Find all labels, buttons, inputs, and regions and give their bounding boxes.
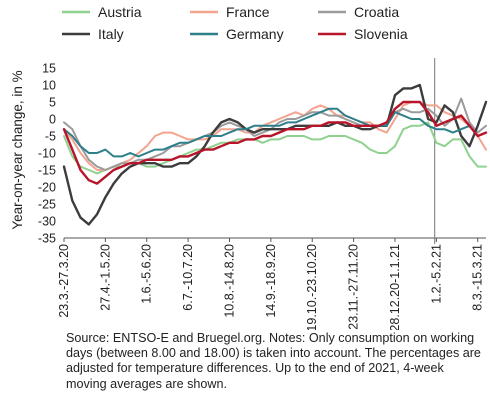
series-lines bbox=[62, 83, 488, 226]
legend-label-france: France bbox=[226, 4, 270, 20]
y-tick-label: -20 bbox=[38, 181, 56, 195]
series-line-italy bbox=[62, 83, 488, 226]
source-note: Source: ENTSO-E and Bruegel.org. Notes: … bbox=[66, 331, 481, 391]
series-line-slovenia bbox=[62, 100, 488, 185]
y-tick-label: 0 bbox=[49, 113, 56, 127]
x-tick-label: 14.9.-18.9.20 bbox=[264, 244, 278, 318]
legend-label-austria: Austria bbox=[98, 4, 142, 20]
x-tick-label: 1.6.-5.6.20 bbox=[140, 244, 154, 304]
x-tick-label: 8.3.-15.3.21 bbox=[471, 244, 485, 311]
y-axis: 15 10 5 0 -5 -10 -15 -20 -25 -30 -35 bbox=[38, 62, 56, 246]
y-tick-label: -15 bbox=[38, 164, 56, 178]
y-tick-label: -30 bbox=[38, 215, 56, 229]
x-tick-label: 28.12.20-1.1.21 bbox=[388, 244, 402, 330]
series-line-germany bbox=[63, 107, 487, 158]
series-line-france bbox=[63, 101, 487, 171]
x-axis: 23.3.-27.3.20 27.4.-1.5.20 1.6.-5.6.20 6.7.… bbox=[57, 58, 486, 330]
chart-legend: Austria France Croatia Italy Germany Slovenia bbox=[62, 4, 408, 42]
y-axis-title-group: Year-on-year change, in % bbox=[10, 70, 25, 229]
y-tick-label: -10 bbox=[38, 147, 56, 161]
x-tick-label: 27.4.-1.5.20 bbox=[98, 244, 112, 311]
x-tick-label: 6.7.-10.7.20 bbox=[181, 244, 195, 311]
x-tick-label: 19.10.-23.10.20 bbox=[305, 244, 319, 330]
y-tick-label: -35 bbox=[38, 232, 56, 246]
y-tick-label: -5 bbox=[45, 130, 56, 144]
y-tick-label: 15 bbox=[42, 62, 56, 76]
legend-label-italy: Italy bbox=[98, 26, 124, 42]
x-tick-label: 23.11.-27.11.20 bbox=[347, 244, 361, 330]
legend-label-slovenia: Slovenia bbox=[354, 26, 408, 42]
legend-label-germany: Germany bbox=[226, 26, 284, 42]
x-tick-label: 10.8.-14.8.20 bbox=[222, 244, 236, 318]
chart-canvas: Austria France Croatia Italy Germany Slovenia… bbox=[10, 4, 488, 330]
x-tick-label: 23.3.-27.3.20 bbox=[57, 244, 71, 318]
y-axis-title: Year-on-year change, in % bbox=[10, 70, 25, 229]
x-tick-label: 1.2.-5.2.21 bbox=[429, 244, 443, 304]
y-tick-label: 5 bbox=[49, 96, 56, 110]
y-tick-label: -25 bbox=[38, 198, 56, 212]
legend-label-croatia: Croatia bbox=[354, 4, 399, 20]
y-tick-label: 10 bbox=[42, 79, 56, 93]
